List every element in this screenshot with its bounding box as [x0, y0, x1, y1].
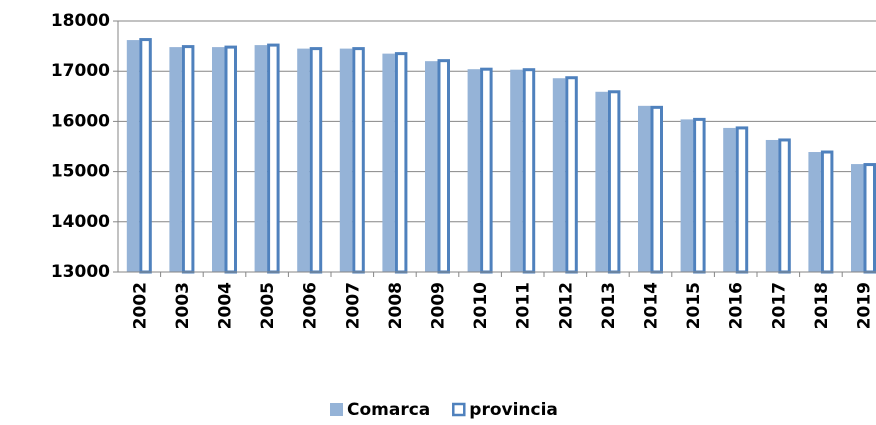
x-tick-label: 2018: [812, 282, 832, 329]
bar: [139, 38, 152, 274]
y-tick-label: 13000: [51, 262, 110, 282]
x-tick-label: 2013: [599, 282, 619, 329]
y-tick-label: 17000: [51, 61, 110, 81]
x-tick-label: 2016: [727, 282, 747, 329]
bar: [808, 152, 821, 272]
bar: [126, 40, 140, 272]
x-tick-label: 2011: [514, 282, 534, 329]
bar: [820, 150, 834, 274]
x-tick-label: 2003: [173, 282, 193, 329]
x-tick-label: 2009: [429, 282, 449, 329]
bar: [552, 78, 566, 272]
bar: [765, 139, 779, 272]
y-tick-label: 15000: [51, 162, 110, 182]
bar: [212, 47, 225, 272]
bar: [638, 105, 651, 272]
legend-label: Comarca: [347, 400, 430, 420]
x-tick-label: 2007: [343, 282, 363, 329]
bar: [181, 45, 195, 274]
bar: [851, 164, 864, 272]
bar: [352, 47, 365, 274]
bar: [650, 105, 663, 274]
bar: [467, 69, 481, 272]
x-tick-label: 2006: [301, 282, 321, 329]
x-tick-label: 2014: [642, 282, 662, 329]
bar: [565, 76, 578, 274]
bar: [510, 69, 523, 272]
bar: [382, 53, 395, 272]
bar: [267, 43, 280, 274]
bar: [437, 59, 450, 274]
x-tick-label: 2019: [855, 282, 875, 329]
bar: [169, 47, 182, 272]
bar: [309, 47, 323, 274]
x-tick-label: 2010: [471, 282, 491, 329]
bar: [224, 45, 237, 274]
bar: [339, 48, 353, 272]
x-tick-label: 2012: [556, 282, 576, 329]
x-tick-label: 2008: [386, 282, 406, 329]
bar: [778, 138, 791, 274]
x-tick-label: 2002: [130, 282, 150, 329]
bar: [254, 45, 268, 272]
bar: [522, 68, 536, 274]
y-tick-label: 16000: [51, 111, 110, 131]
bar: [607, 90, 621, 274]
legend-label: provincia: [469, 400, 558, 420]
bar: [480, 67, 493, 274]
x-tick-label: 2017: [769, 282, 789, 329]
bar: [425, 61, 438, 272]
bar: [723, 127, 736, 273]
bar: [693, 117, 706, 274]
bar: [680, 119, 694, 272]
legend-swatch: [330, 403, 343, 416]
y-tick-label: 14000: [51, 212, 110, 232]
bar: [863, 163, 876, 274]
bar: [394, 52, 408, 274]
bar: [297, 48, 310, 272]
x-tick-label: 2015: [684, 282, 704, 329]
bar: [595, 91, 608, 272]
bar: [735, 126, 749, 274]
x-tick-label: 2005: [258, 282, 278, 329]
legend-swatch: [452, 402, 466, 417]
x-tick-label: 2004: [216, 282, 236, 329]
y-tick-label: 18000: [51, 11, 110, 31]
